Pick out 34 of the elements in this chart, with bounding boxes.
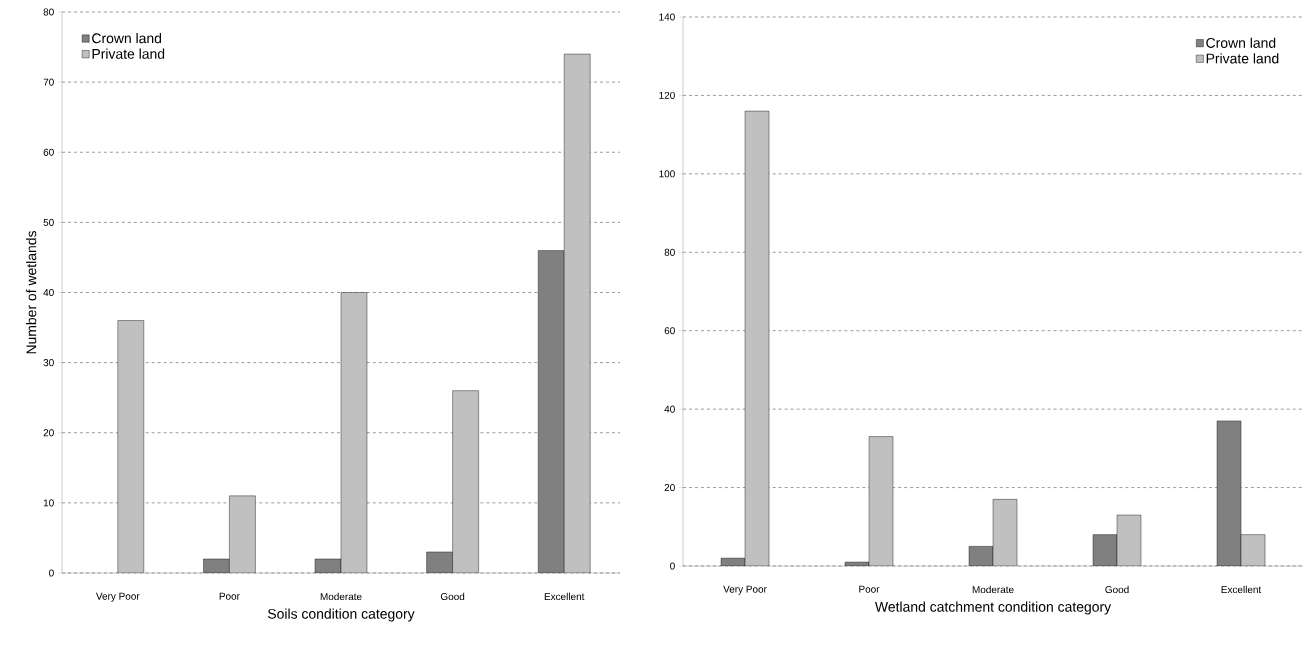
x-tick-label: Moderate — [320, 592, 362, 601]
x-axis-title: Soils condition category — [267, 608, 415, 622]
y-axis-title: Number of wetlands — [26, 231, 37, 354]
y-tick-label: 120 — [659, 91, 675, 99]
y-tick-label: 140 — [659, 13, 675, 21]
y-tick-label: 20 — [43, 429, 54, 437]
y-tick-label: 50 — [43, 218, 54, 226]
y-tick-label: 100 — [659, 170, 675, 178]
legend-label: Private land — [92, 48, 165, 59]
y-tick-label: 0 — [670, 562, 675, 570]
y-tick-label: 70 — [43, 78, 54, 86]
y-tick-label: 80 — [664, 248, 675, 256]
y-tick-label: 20 — [664, 484, 675, 492]
x-axis-title: Wetland catchment condition category — [874, 601, 1112, 615]
x-tick-label: Good — [1105, 585, 1129, 594]
x-tick-label: Poor — [859, 585, 880, 593]
y-tick-label: 80 — [43, 8, 54, 16]
legend-label: Crown land — [1206, 37, 1276, 48]
y-tick-label: 0 — [49, 569, 54, 577]
x-tick-label: Moderate — [972, 585, 1014, 594]
y-tick-label: 60 — [664, 327, 675, 335]
legend-label: Private land — [1206, 53, 1279, 64]
y-tick-label: 40 — [43, 288, 54, 297]
x-tick-label: Very Poor — [95, 592, 140, 602]
y-tick-label: 40 — [664, 405, 675, 413]
x-tick-label: Good — [440, 592, 465, 601]
y-tick-label: 60 — [43, 148, 54, 156]
y-tick-label: 30 — [43, 359, 54, 367]
x-tick-label: Poor — [219, 592, 240, 600]
x-tick-label: Excellent — [1221, 585, 1262, 594]
x-tick-label: Excellent — [544, 592, 585, 601]
legend-label: Crown land — [92, 33, 162, 44]
y-tick-label: 10 — [43, 499, 54, 507]
x-tick-label: Very Poor — [723, 585, 767, 595]
